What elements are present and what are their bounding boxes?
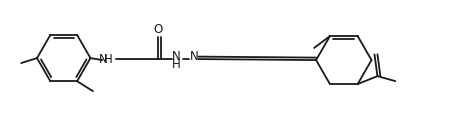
Text: O: O bbox=[153, 23, 163, 36]
Text: N: N bbox=[172, 50, 181, 63]
Text: H: H bbox=[104, 53, 113, 66]
Text: N: N bbox=[99, 53, 108, 66]
Text: H: H bbox=[172, 57, 181, 70]
Text: N: N bbox=[190, 50, 199, 63]
